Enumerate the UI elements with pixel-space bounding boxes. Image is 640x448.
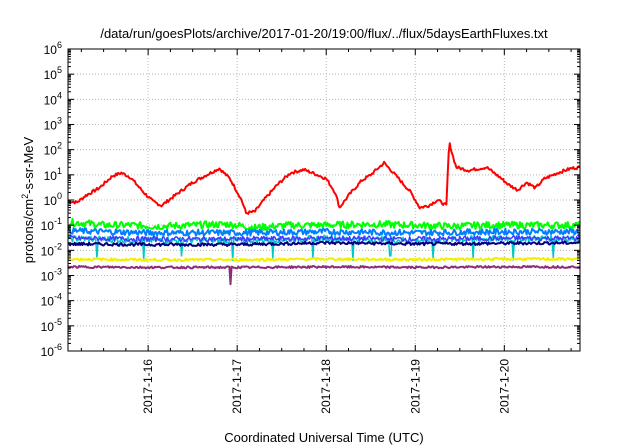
x-axis-label: Coordinated Universal Time (UTC) bbox=[224, 430, 423, 445]
series-line bbox=[68, 235, 580, 243]
x-tick-label: 2017-1-18 bbox=[319, 359, 333, 414]
chart-title: /data/run/goesPlots/archive/2017-01-20/1… bbox=[100, 26, 548, 41]
series-line bbox=[68, 218, 580, 232]
y-tick-label: 10-1 bbox=[41, 216, 62, 233]
y-tick-label-base: 10 bbox=[41, 345, 55, 359]
y-tick-label-exp: 6 bbox=[57, 40, 62, 50]
y-tick-label-base: 10 bbox=[41, 219, 55, 233]
y-tick-label-base: 10 bbox=[44, 194, 58, 208]
y-tick-label-base: 10 bbox=[41, 295, 55, 309]
x-tick-label: 2017-1-19 bbox=[408, 359, 422, 414]
ticks-layer bbox=[68, 48, 580, 352]
y-tick-label: 10-3 bbox=[41, 267, 62, 284]
xtick-labels: 2017-1-16 2017-1-17 2017-1-18 2017-1-19 2017… bbox=[141, 359, 511, 414]
y-tick-label-exp: 3 bbox=[57, 116, 62, 126]
y-tick-label: 100 bbox=[44, 191, 62, 208]
x-tick-label: 2017-1-17 bbox=[230, 359, 244, 414]
y-tick-label-exp: 4 bbox=[57, 90, 62, 100]
y-tick-label-base: 10 bbox=[44, 68, 58, 82]
y-tick-label-exp: -1 bbox=[54, 216, 62, 226]
y-axis-label-rest: -s-sr-MeV bbox=[21, 136, 36, 193]
y-axis-label: protons/cm2-s-sr-MeV bbox=[20, 136, 36, 263]
y-tick-label-base: 10 bbox=[41, 244, 55, 258]
y-tick-label-exp: -2 bbox=[54, 241, 62, 251]
y-tick-label: 10-5 bbox=[41, 317, 62, 334]
grid-layer bbox=[68, 49, 580, 351]
y-tick-label: 101 bbox=[44, 166, 62, 183]
y-tick-label-base: 10 bbox=[44, 119, 58, 133]
series-line bbox=[68, 226, 580, 237]
y-tick-label-exp: 1 bbox=[57, 166, 62, 176]
y-tick-label: 10-6 bbox=[41, 342, 62, 359]
series-line bbox=[68, 142, 580, 215]
y-tick-label: 104 bbox=[44, 90, 62, 107]
y-tick-label-exp: 0 bbox=[57, 191, 62, 201]
ytick-labels: 10-610-510-410-310-210-11001011021031041… bbox=[41, 40, 62, 359]
y-tick-label: 10-4 bbox=[41, 292, 62, 309]
y-tick-label-exp: 2 bbox=[57, 141, 62, 151]
y-tick-label-exp: -6 bbox=[54, 342, 62, 352]
y-tick-label-base: 10 bbox=[41, 270, 55, 284]
y-tick-label-base: 10 bbox=[41, 320, 55, 334]
y-tick-label-base: 10 bbox=[44, 43, 58, 57]
y-tick-label-base: 10 bbox=[44, 144, 58, 158]
y-tick-label: 10-2 bbox=[41, 241, 62, 258]
y-axis-label-sup: 2 bbox=[20, 194, 30, 199]
series-line bbox=[68, 240, 580, 247]
y-tick-label-exp: -4 bbox=[54, 292, 62, 302]
y-tick-label-exp: 5 bbox=[57, 65, 62, 75]
y-tick-label: 105 bbox=[44, 65, 62, 82]
y-tick-label-base: 10 bbox=[44, 93, 58, 107]
y-tick-label: 103 bbox=[44, 116, 62, 133]
series-line bbox=[68, 264, 580, 286]
x-tick-label: 2017-1-20 bbox=[497, 359, 511, 414]
series-layer bbox=[68, 142, 580, 286]
y-tick-label-base: 10 bbox=[44, 169, 58, 183]
y-tick-label-exp: -5 bbox=[54, 317, 62, 327]
y-tick-label: 102 bbox=[44, 141, 62, 158]
y-axis-label-main: protons/cm bbox=[21, 199, 36, 263]
x-tick-label: 2017-1-16 bbox=[141, 359, 155, 414]
y-tick-label-exp: -3 bbox=[54, 267, 62, 277]
y-tick-label: 106 bbox=[44, 40, 62, 57]
series-line bbox=[68, 256, 580, 262]
